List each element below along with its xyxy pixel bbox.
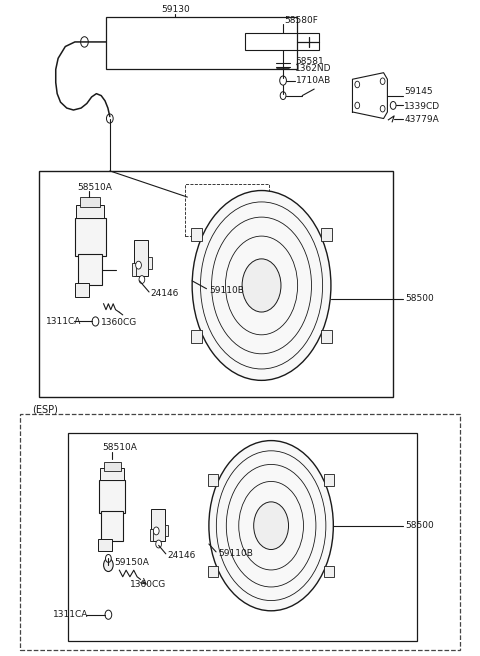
Bar bbox=[208, 565, 218, 577]
Bar bbox=[75, 218, 106, 256]
Bar bbox=[321, 228, 332, 241]
Circle shape bbox=[209, 441, 333, 611]
Bar bbox=[191, 330, 202, 343]
Bar bbox=[39, 171, 393, 397]
Bar bbox=[101, 511, 123, 541]
Bar bbox=[104, 462, 121, 471]
Text: 59150A: 59150A bbox=[115, 558, 149, 567]
Text: 59110B: 59110B bbox=[209, 286, 244, 295]
Bar bbox=[324, 474, 334, 485]
Text: 1311CA: 1311CA bbox=[53, 610, 89, 619]
Text: 58500: 58500 bbox=[405, 294, 434, 303]
Circle shape bbox=[390, 102, 396, 110]
Text: 43779A: 43779A bbox=[404, 115, 439, 125]
Bar bbox=[321, 330, 332, 343]
Circle shape bbox=[156, 540, 161, 548]
Circle shape bbox=[105, 610, 112, 619]
Bar bbox=[134, 239, 148, 276]
Circle shape bbox=[136, 261, 142, 269]
Bar bbox=[185, 184, 269, 236]
Text: 58580F: 58580F bbox=[285, 16, 318, 26]
Text: 1339CD: 1339CD bbox=[404, 102, 440, 112]
Text: 1360CG: 1360CG bbox=[101, 318, 137, 327]
Bar bbox=[150, 529, 154, 541]
Bar bbox=[100, 468, 124, 480]
Circle shape bbox=[139, 276, 145, 283]
Circle shape bbox=[242, 259, 281, 312]
Bar bbox=[165, 525, 168, 535]
Text: 1311CA: 1311CA bbox=[46, 317, 82, 326]
Circle shape bbox=[81, 37, 88, 47]
Text: 59145: 59145 bbox=[404, 87, 433, 96]
Bar bbox=[106, 17, 298, 70]
Bar bbox=[324, 565, 334, 577]
Bar bbox=[78, 254, 102, 285]
Circle shape bbox=[192, 190, 331, 380]
Text: 1362ND: 1362ND bbox=[295, 64, 332, 73]
Bar bbox=[152, 509, 165, 541]
Text: 24146: 24146 bbox=[167, 551, 196, 560]
Circle shape bbox=[355, 81, 360, 88]
Bar bbox=[80, 197, 100, 207]
Text: 59130: 59130 bbox=[161, 5, 190, 14]
Text: 1360CG: 1360CG bbox=[130, 580, 166, 589]
Bar bbox=[208, 474, 218, 485]
Bar bbox=[76, 205, 104, 218]
Text: 58581: 58581 bbox=[295, 57, 324, 66]
Text: (ESP): (ESP) bbox=[32, 404, 58, 414]
Bar bbox=[132, 262, 136, 276]
Circle shape bbox=[380, 106, 385, 112]
Circle shape bbox=[280, 76, 287, 85]
Bar bbox=[68, 433, 417, 641]
Circle shape bbox=[104, 558, 113, 571]
Bar bbox=[148, 257, 152, 269]
Text: 58510A: 58510A bbox=[102, 443, 137, 451]
Text: 58500: 58500 bbox=[405, 522, 434, 530]
Text: 24146: 24146 bbox=[150, 289, 179, 298]
Text: 59110B: 59110B bbox=[218, 549, 253, 558]
Circle shape bbox=[107, 114, 113, 123]
Bar bbox=[191, 228, 202, 241]
Text: 58510A: 58510A bbox=[77, 183, 112, 192]
Circle shape bbox=[280, 92, 286, 100]
Circle shape bbox=[106, 554, 111, 562]
Bar bbox=[75, 283, 89, 297]
Circle shape bbox=[154, 527, 159, 535]
Bar bbox=[98, 539, 112, 550]
Bar bbox=[99, 480, 125, 512]
Circle shape bbox=[380, 78, 385, 85]
Bar bbox=[245, 33, 319, 50]
Circle shape bbox=[355, 102, 360, 109]
Text: 1710AB: 1710AB bbox=[296, 76, 331, 85]
Circle shape bbox=[254, 502, 288, 550]
Bar bbox=[20, 415, 460, 650]
Circle shape bbox=[92, 317, 99, 326]
